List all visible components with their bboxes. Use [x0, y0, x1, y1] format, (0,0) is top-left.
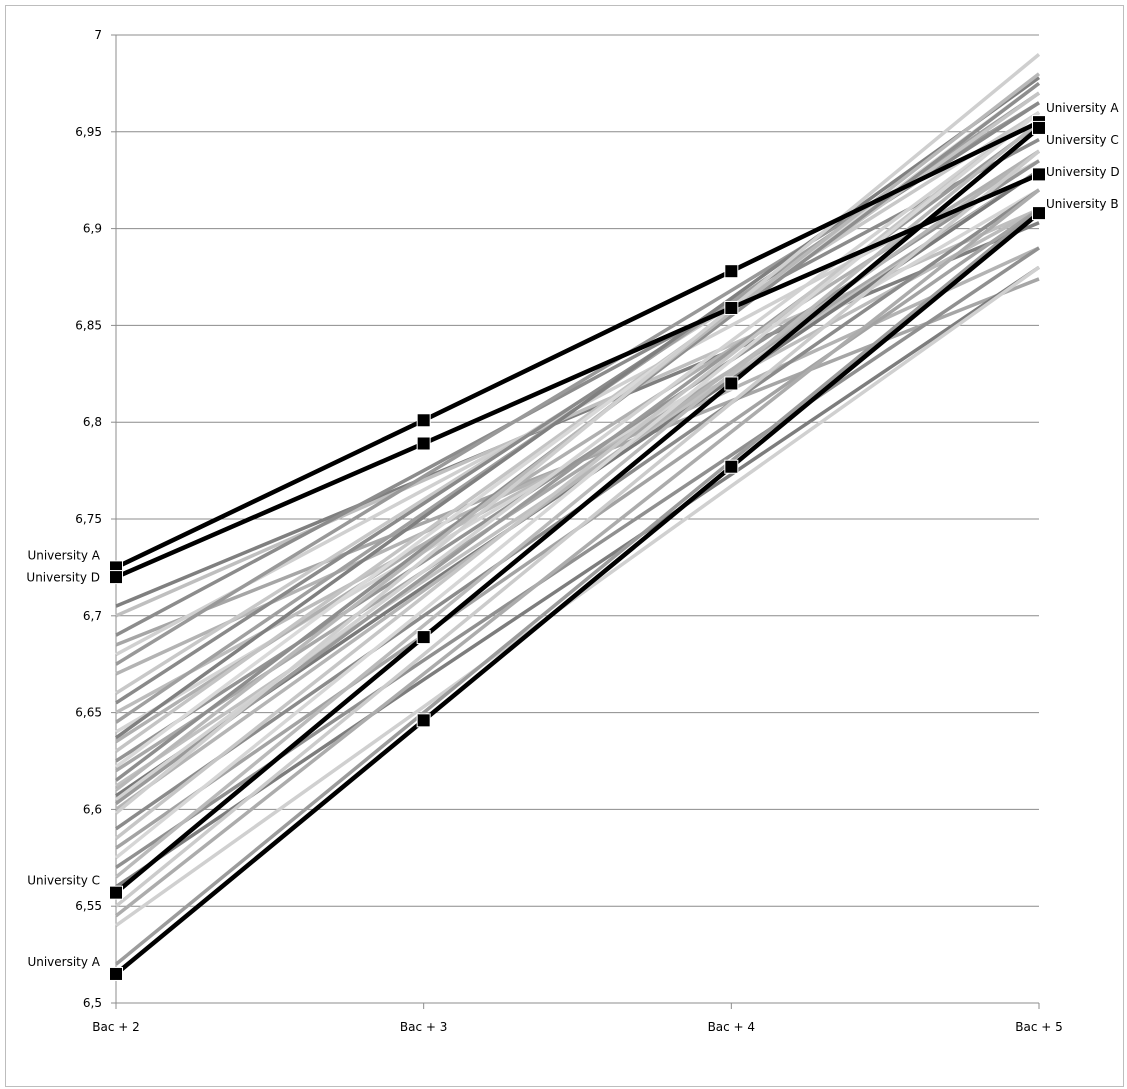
series-marker: [724, 300, 739, 315]
background-series-line: [114, 111, 1041, 802]
y-tick-label: 6,6: [83, 802, 102, 816]
left-series-label: University D: [26, 570, 100, 584]
y-tick-label: 6,55: [75, 899, 102, 913]
axes: 6,5 6,55 6,6 6,65 6,7 6,75 6,8 6,85 6,9 6,95 7 Bac …: [75, 28, 1062, 1034]
series-marker: [1032, 206, 1046, 221]
series-marker: [109, 966, 123, 981]
highlighted-series-line: [114, 211, 1041, 976]
y-tick-label: 6,85: [75, 318, 102, 332]
x-tick-label: Bac + 4: [708, 1020, 756, 1034]
y-tick-label: 6,9: [83, 222, 102, 236]
background-series-line: [114, 149, 1041, 908]
y-tick-label: 6,8: [83, 415, 102, 429]
y-tick-label: 6,5: [83, 996, 102, 1010]
background-series-line: [115, 169, 1040, 773]
series-marker: [1032, 120, 1046, 135]
series-marker: [109, 570, 123, 585]
right-series-label: University C: [1046, 133, 1119, 147]
background-series-line: [115, 221, 1040, 608]
y-tick-label: 7: [94, 28, 102, 42]
series-marker: [724, 264, 739, 279]
background-series-line: [115, 138, 1040, 637]
background-series-line: [114, 120, 1041, 879]
y-tick-label: 6,7: [83, 609, 102, 623]
highlighted-series-line: [115, 172, 1040, 580]
background-series-line: [115, 265, 1040, 889]
right-series-label: University B: [1046, 197, 1119, 211]
highlighted-series-line: [114, 126, 1041, 895]
series-marker: [416, 436, 431, 451]
right-series-label: University A: [1046, 101, 1119, 115]
background-series-line: [114, 149, 1041, 811]
x-tick-label: Bac + 3: [400, 1020, 448, 1034]
background-series-line: [114, 111, 1041, 860]
left-series-label: University C: [27, 874, 100, 888]
series-marker: [724, 459, 739, 474]
series-marker: [416, 630, 431, 645]
background-series-line: [114, 188, 1041, 918]
right-series-label: University D: [1046, 165, 1120, 179]
series-marker: [1032, 167, 1046, 182]
series-marker: [724, 376, 739, 391]
y-tick-label: 6,95: [75, 125, 102, 139]
series-marker: [109, 885, 123, 900]
series-labels: University A University D University C Univ…: [26, 101, 1119, 969]
left-series-label: University A: [27, 548, 100, 562]
background-series-line: [115, 246, 1040, 869]
highlighted-series-line: [115, 120, 1040, 570]
series-marker: [416, 713, 431, 728]
y-tick-label: 6,65: [75, 706, 102, 720]
highlighted-series: [109, 115, 1046, 981]
x-tick-label: Bac + 2: [92, 1020, 140, 1034]
background-series-line: [114, 53, 1041, 815]
background-series-line: [114, 111, 1041, 840]
background-series: [114, 53, 1041, 966]
x-tick-label: Bac + 5: [1015, 1020, 1063, 1034]
background-series-line: [114, 76, 1041, 740]
y-tick-label: 6,75: [75, 512, 102, 526]
series-marker: [416, 413, 431, 428]
background-series-line: [114, 91, 1041, 753]
background-series-line: [114, 207, 1041, 966]
left-series-label: University A: [27, 955, 100, 969]
gridlines: [116, 34, 1039, 907]
